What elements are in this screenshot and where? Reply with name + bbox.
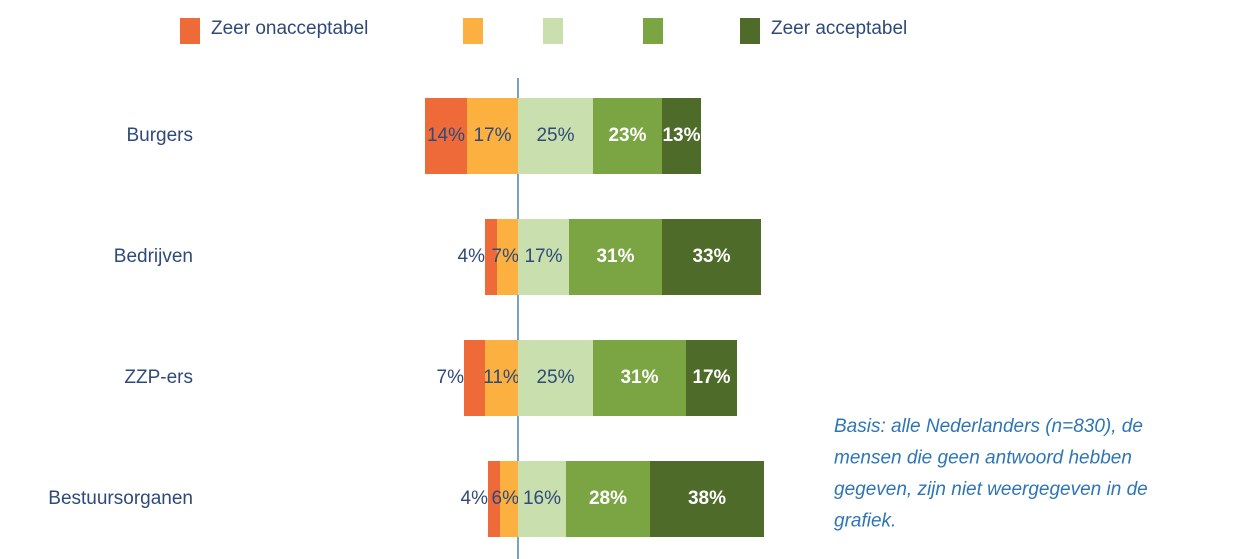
bar-segment	[686, 340, 737, 416]
bar-segment	[518, 98, 593, 174]
value-label: 23%	[608, 125, 646, 146]
bar-segment	[467, 98, 518, 174]
legend-swatch	[740, 18, 760, 44]
bar-segment	[485, 340, 518, 416]
value-label: 25%	[536, 125, 574, 146]
bar-segment	[650, 461, 764, 537]
value-label: 13%	[662, 125, 700, 146]
bar-segment	[497, 219, 518, 295]
bar-segment	[662, 219, 761, 295]
category-label: Burgers	[126, 125, 193, 146]
value-label: 16%	[523, 488, 561, 509]
bar-segment	[569, 219, 662, 295]
value-label: 31%	[596, 246, 634, 267]
category-label: Bestuursorganen	[48, 488, 193, 509]
bar-segment	[518, 340, 593, 416]
value-label: 14%	[427, 125, 465, 146]
value-label: 11%	[483, 367, 520, 388]
legend-swatch	[180, 18, 200, 44]
value-label: 31%	[620, 367, 658, 388]
value-label: 7%	[492, 246, 520, 267]
value-label: 6%	[492, 488, 520, 509]
value-label: 38%	[688, 488, 726, 509]
annotation: grafiek.	[834, 511, 896, 532]
bar-segment	[488, 461, 500, 537]
value-label: 4%	[461, 488, 489, 509]
legend-label: Zeer onacceptabel	[211, 18, 368, 39]
value-label: 17%	[692, 367, 730, 388]
bar-segment	[464, 340, 485, 416]
value-label: 4%	[458, 246, 486, 267]
value-label: 25%	[536, 367, 574, 388]
category-label: Bedrijven	[114, 246, 193, 267]
value-label: 17%	[473, 125, 511, 146]
legend-swatch	[543, 18, 563, 44]
category-label: ZZP-ers	[124, 367, 193, 388]
bar-segment	[500, 461, 518, 537]
bar-segment	[662, 98, 701, 174]
annotation: Basis: alle Nederlanders (n=830), de	[834, 416, 1143, 437]
annotation: gegeven, zijn niet weergegeven in de	[834, 479, 1148, 500]
legend-label: Zeer acceptabel	[771, 18, 907, 39]
value-label: 17%	[524, 246, 562, 267]
legend-swatch	[643, 18, 663, 44]
bar-segment	[593, 98, 662, 174]
value-label: 7%	[437, 367, 465, 388]
legend-swatch	[463, 18, 483, 44]
value-label: 33%	[692, 246, 730, 267]
bar-segment	[593, 340, 686, 416]
bar-segment	[518, 219, 569, 295]
bar-segment	[425, 98, 467, 174]
annotation: mensen die geen antwoord hebben	[834, 448, 1132, 469]
bar-segment	[485, 219, 497, 295]
bar-segment	[566, 461, 650, 537]
value-label: 28%	[589, 488, 627, 509]
bar-segment	[518, 461, 566, 537]
